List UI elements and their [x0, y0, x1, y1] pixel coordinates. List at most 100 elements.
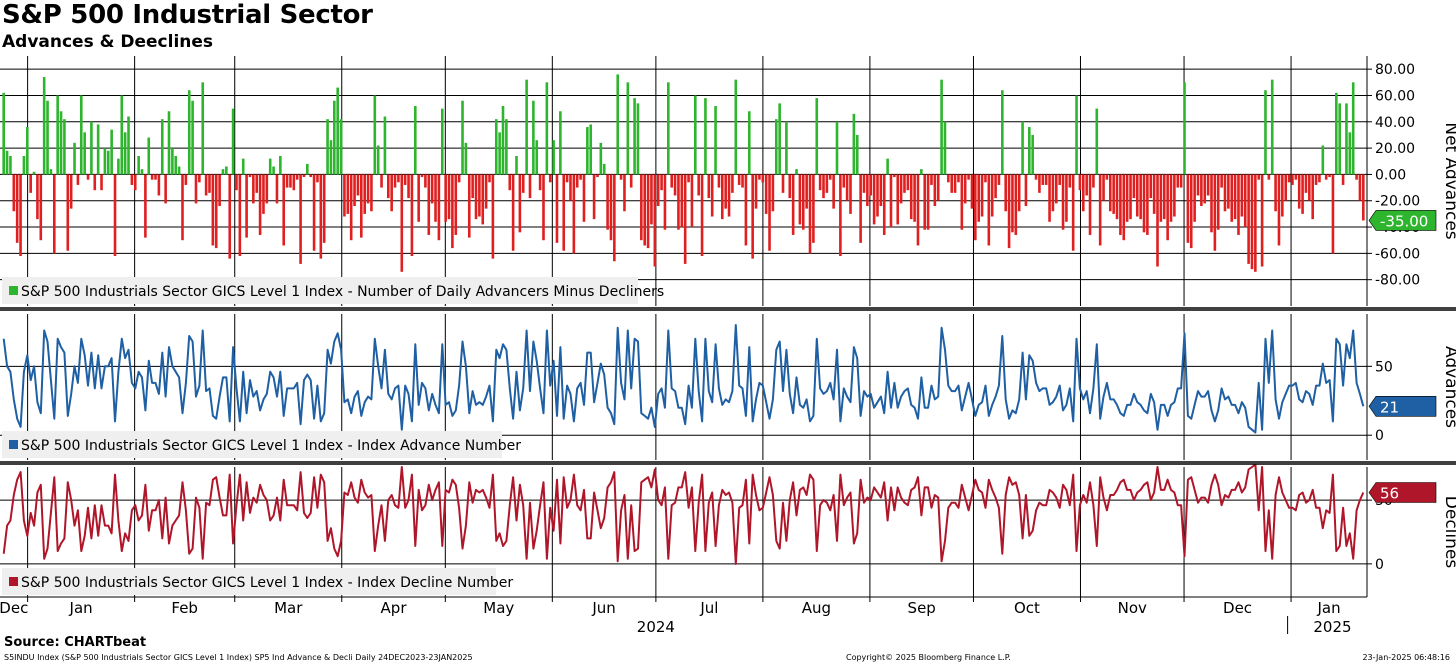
bar — [1341, 174, 1345, 185]
bar — [1297, 174, 1301, 209]
bar — [1233, 174, 1237, 220]
bar — [808, 174, 812, 254]
y-tick-label: -60.00 — [1375, 246, 1420, 262]
bar — [920, 169, 923, 175]
bar — [869, 174, 873, 196]
bar — [994, 174, 997, 199]
bar — [940, 79, 943, 175]
bar — [427, 174, 431, 235]
bar — [228, 174, 232, 259]
legend-swatch — [9, 577, 18, 586]
bar — [444, 174, 447, 222]
legend-label: S&P 500 Industrials Sector GICS Level 1 … — [21, 284, 664, 300]
bar — [903, 174, 906, 193]
bar — [1355, 174, 1358, 180]
bar — [194, 174, 198, 204]
bar — [1092, 174, 1095, 188]
footer-index-info: S5INDU Index (S&P 500 Industrials Sector… — [4, 653, 473, 662]
x-tick-label: Apr — [381, 599, 408, 617]
bar — [343, 174, 346, 217]
bar — [295, 174, 299, 180]
bar — [947, 174, 950, 183]
bar — [1095, 108, 1099, 175]
bar — [279, 156, 282, 175]
bar — [22, 156, 26, 175]
bar — [174, 156, 178, 175]
bar — [1267, 174, 1271, 180]
bar — [1301, 174, 1304, 214]
bar — [586, 127, 589, 175]
legend-label: S&P 500 Industrials Sector GICS Level 1 … — [21, 438, 521, 454]
bar — [1216, 174, 1220, 230]
bar — [160, 119, 164, 175]
bar — [906, 174, 910, 191]
bar — [825, 174, 829, 193]
bar — [157, 174, 161, 196]
bar — [1149, 174, 1153, 199]
bar — [76, 174, 80, 185]
bar — [582, 174, 586, 222]
bar — [1294, 174, 1298, 180]
bar — [785, 121, 788, 175]
bar — [164, 174, 167, 204]
y-tick-label: 20.00 — [1375, 141, 1415, 157]
bar — [1243, 174, 1247, 228]
bar — [633, 98, 636, 175]
bar — [130, 174, 134, 185]
bar — [1328, 174, 1331, 178]
bar — [812, 174, 815, 243]
bar — [46, 100, 49, 175]
x-tick-label: Sep — [908, 599, 936, 617]
bar — [774, 119, 778, 175]
bar — [1078, 174, 1082, 191]
bar — [1196, 174, 1200, 196]
last-value-label: 56 — [1380, 484, 1399, 502]
bar — [1173, 174, 1176, 217]
bar — [339, 119, 343, 175]
bar — [258, 174, 262, 235]
bar — [1335, 92, 1338, 175]
bar — [916, 174, 920, 246]
bar — [734, 79, 738, 175]
bar — [1345, 103, 1348, 175]
bar — [420, 174, 424, 178]
bar — [79, 95, 83, 175]
bar — [356, 174, 360, 196]
bar — [1206, 174, 1210, 196]
bar — [1274, 174, 1277, 212]
bar — [1362, 174, 1365, 221]
bar — [32, 171, 36, 175]
legend-swatch — [9, 440, 18, 449]
bar — [1250, 174, 1254, 270]
bar — [1338, 103, 1341, 175]
bar — [700, 174, 704, 256]
bar — [1065, 174, 1068, 222]
bar — [1223, 174, 1227, 212]
bar — [454, 174, 458, 235]
bar — [592, 174, 596, 220]
bar — [1189, 174, 1193, 249]
bar — [842, 174, 846, 188]
bar — [913, 174, 916, 222]
bar — [26, 127, 29, 175]
bar — [63, 119, 66, 175]
bar — [437, 174, 441, 241]
bar — [1021, 121, 1024, 175]
bar — [1331, 174, 1335, 254]
bar — [1048, 174, 1051, 222]
bar — [349, 174, 353, 241]
y-tick-label: 80.00 — [1375, 62, 1415, 78]
bar — [370, 174, 373, 212]
bar — [535, 140, 539, 175]
bar — [494, 119, 498, 175]
bar — [559, 111, 562, 175]
bar — [737, 174, 741, 185]
bar — [1044, 174, 1048, 185]
bar — [690, 174, 694, 228]
bar — [1284, 174, 1288, 201]
bar — [231, 108, 235, 175]
bar — [1179, 174, 1183, 188]
bar — [788, 174, 792, 199]
bar — [980, 174, 984, 217]
bar — [208, 174, 211, 193]
